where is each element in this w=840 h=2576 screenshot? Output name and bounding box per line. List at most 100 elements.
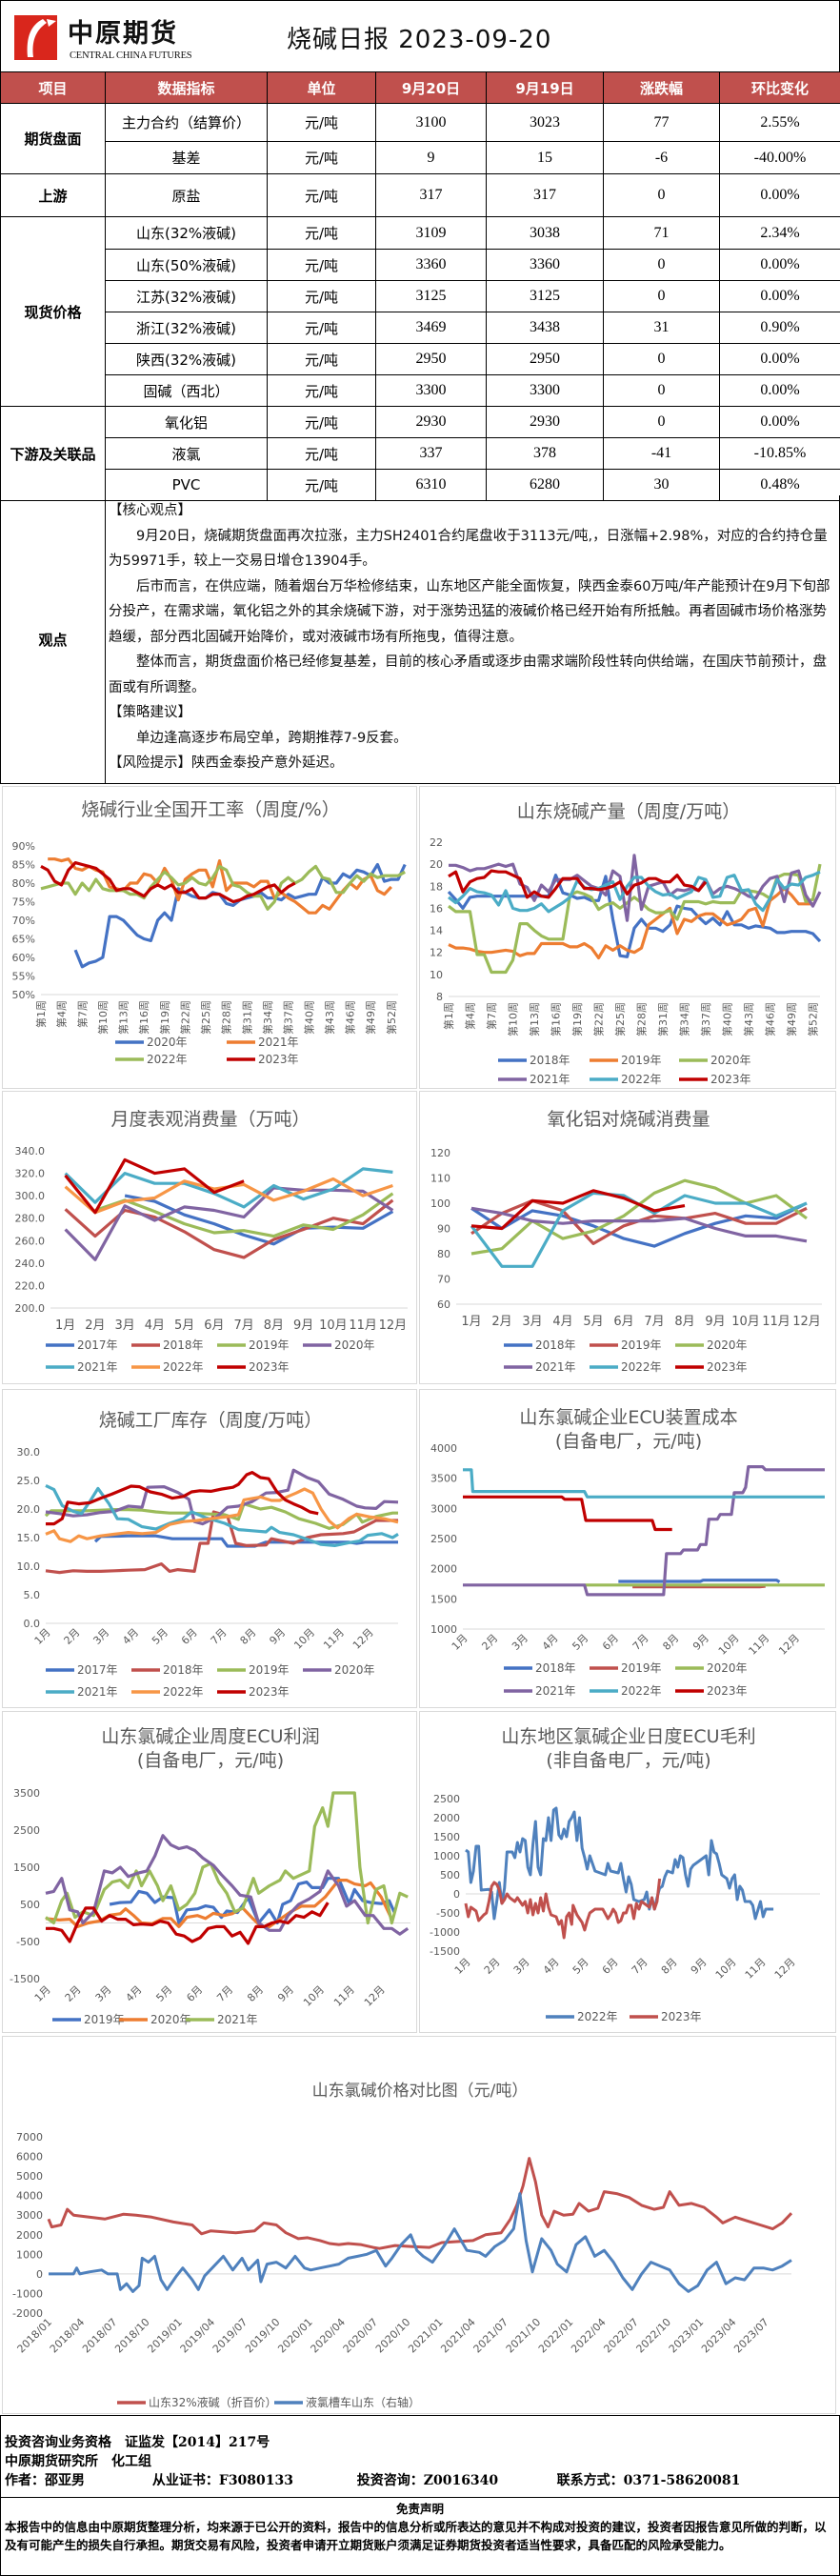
indicator-cell: 固碱（西北） — [105, 374, 268, 407]
y-tick-label: 2000 — [16, 2229, 43, 2242]
chart-shandong-output: 山东烧碱产量（周度/万吨） 8 10 12 14 16 18 20 22 第1周 第4周 第7周 第10… — [419, 786, 836, 1089]
x-tick-label: 11月 — [349, 1318, 377, 1333]
y-tick-label: 100 — [430, 1197, 450, 1210]
x-tick-label: 1月 — [461, 1315, 481, 1329]
today-value-cell: 3125 — [375, 280, 487, 312]
unit-cell: 元/吨 — [267, 103, 376, 142]
series-line-1 — [448, 887, 813, 960]
y-tick-label: 7000 — [16, 2131, 43, 2143]
chart-factory-inventory: 烧碱工厂库存（周度/万吨） 0.0 5.0 10.0 15.0 20.0 25.0 30.0 1… — [2, 1389, 417, 1708]
x-tick-label: 9月 — [267, 1626, 288, 1647]
x-tick-label: 2月 — [482, 1956, 503, 1977]
table-row: 期货盘面 主力合约（结算价） 元/吨 3100 3023 77 2.55% — [0, 103, 840, 174]
series-line-5 — [448, 869, 708, 899]
chart-ecu-profit-weekly: 山东氯碱企业周度ECU利润 (自备电厂，元/吨) -1500 -500 500 1500 2… — [2, 1711, 417, 2033]
y-tick-label: 120 — [430, 1147, 450, 1159]
x-tick-label: 2021/10 — [504, 2316, 544, 2356]
indicator-cell: 山东(32%液碱) — [105, 216, 268, 250]
x-tick-label: 9月 — [293, 1318, 313, 1333]
x-tick-label: 7月 — [644, 1315, 664, 1329]
indicator-cell: PVC — [105, 469, 268, 501]
legend-label: 2019年 — [621, 1661, 662, 1675]
change-cell: 0 — [603, 406, 720, 438]
chart-title: 烧碱工厂库存（周度/万吨） — [99, 1410, 322, 1431]
y-tick-label: 3000 — [16, 2209, 43, 2222]
series-line-0 — [447, 874, 822, 958]
column-header-indicator: 数据指标 — [105, 71, 268, 104]
today-value-cell: 317 — [375, 173, 487, 217]
y-tick-label: 5.0 — [24, 1589, 41, 1601]
series-line-0 — [73, 862, 407, 969]
unit-cell: 元/吨 — [267, 437, 376, 470]
x-tick-label: 3月 — [114, 1318, 134, 1333]
legend-label: 2020年 — [334, 1338, 375, 1352]
today-value-cell: 2950 — [375, 343, 487, 375]
x-tick-label: 8月 — [674, 1315, 694, 1329]
series-line-0 — [47, 2157, 793, 2250]
x-tick-label: 3月 — [522, 1315, 542, 1329]
legend-label: 2023年 — [661, 2010, 702, 2023]
pct-change-cell: 2.55% — [719, 103, 840, 142]
y-tick-label: 0.0 — [24, 1618, 41, 1630]
indicator-cell: 主力合约（结算价） — [105, 103, 268, 142]
legend-label: 2017年 — [77, 1663, 118, 1677]
y-tick-label: 80% — [12, 877, 35, 890]
legend-label: 2021年 — [217, 2013, 258, 2026]
table-row: 陕西(32%液碱) 元/吨 2950 2950 0 0.00% — [1, 343, 840, 375]
y-tick-label: 280.0 — [15, 1213, 46, 1225]
x-tick-label: 第25周 — [613, 1002, 627, 1036]
change-cell: 71 — [603, 216, 720, 250]
x-tick-label: 2022/01 — [536, 2316, 576, 2356]
y-tick-label: 0 — [453, 1888, 460, 1901]
today-value-cell: 3300 — [375, 374, 487, 407]
x-tick-label: 第4周 — [55, 1000, 69, 1028]
y-tick-label: 0 — [36, 2268, 43, 2281]
x-tick-label: 1月 — [452, 1956, 473, 1977]
legend-label: 2019年 — [621, 1054, 662, 1067]
x-tick-label: 第25周 — [199, 1000, 212, 1035]
indicator-cell: 液氯 — [105, 437, 268, 470]
institute-line: 中原期货研究所 化工组 — [5, 2454, 151, 2469]
pct-change-cell: 0.00% — [719, 280, 840, 312]
y-tick-label: 2500 — [13, 1824, 40, 1837]
x-tick-label: 2018/01 — [15, 2316, 55, 2356]
series-line-3 — [40, 861, 296, 904]
legend-label: 山东32%液碱（折百价） — [149, 2395, 277, 2409]
strategy-title: 【策略建议】 — [109, 705, 191, 720]
legend-label: 2018年 — [530, 1054, 570, 1067]
x-tick-label: 2020/07 — [341, 2316, 381, 2356]
strategy-text: 单边逢高逐步布局空单，跨期推荐7-9反套。 — [136, 730, 408, 746]
x-tick-label: 第22周 — [592, 1002, 606, 1036]
pct-change-cell: 0.00% — [719, 173, 840, 217]
x-tick-label: 4月 — [124, 1983, 145, 2004]
y-tick-label: 500 — [440, 1869, 460, 1882]
x-tick-label: 2018/04 — [48, 2316, 88, 2356]
report-header: 中原期货 CENTRAL CHINA FUTURES 烧碱日报 2023-09-… — [0, 0, 840, 71]
company-logo: 中原期货 CENTRAL CHINA FUTURES — [10, 12, 206, 65]
series-line-0 — [124, 1194, 394, 1246]
pct-change-cell: -40.00% — [719, 141, 840, 174]
chart-title: 山东氯碱价格对比图（元/吨） — [312, 2082, 529, 2101]
pct-change-cell: 0.00% — [719, 406, 840, 438]
series-line-3 — [463, 1465, 825, 1597]
x-tick-label: 9月 — [689, 1956, 710, 1977]
x-tick-label: 12月 — [772, 1956, 798, 1982]
x-tick-label: 5月 — [174, 1318, 194, 1333]
x-tick-label: 4月 — [120, 1626, 141, 1647]
y-tick-label: 4000 — [16, 2190, 43, 2203]
legend-label: 2020年 — [707, 1338, 748, 1352]
pct-change-cell: 0.00% — [719, 249, 840, 281]
column-header-previous: 9月19日 — [486, 71, 604, 104]
legend-label: 2021年 — [77, 1685, 118, 1699]
chart-ecu-margin-daily: 山东地区氯碱企业日度ECU毛利 (非自备电厂，元/吨) -1500 -1000 -500… — [419, 1711, 836, 2033]
legend-label: 2022年 — [621, 1684, 662, 1698]
x-tick-label: 10月 — [713, 1956, 739, 1982]
y-tick-label: 340.0 — [15, 1145, 46, 1157]
x-tick-label: 第22周 — [178, 1000, 191, 1035]
x-tick-label: 11月 — [762, 1315, 790, 1329]
y-tick-label: 1000 — [430, 1623, 457, 1636]
column-header-category: 项目 — [0, 71, 106, 104]
y-tick-label: 2000 — [433, 1812, 460, 1824]
today-value-cell: 3109 — [375, 216, 487, 250]
y-tick-label: 75% — [12, 896, 35, 909]
